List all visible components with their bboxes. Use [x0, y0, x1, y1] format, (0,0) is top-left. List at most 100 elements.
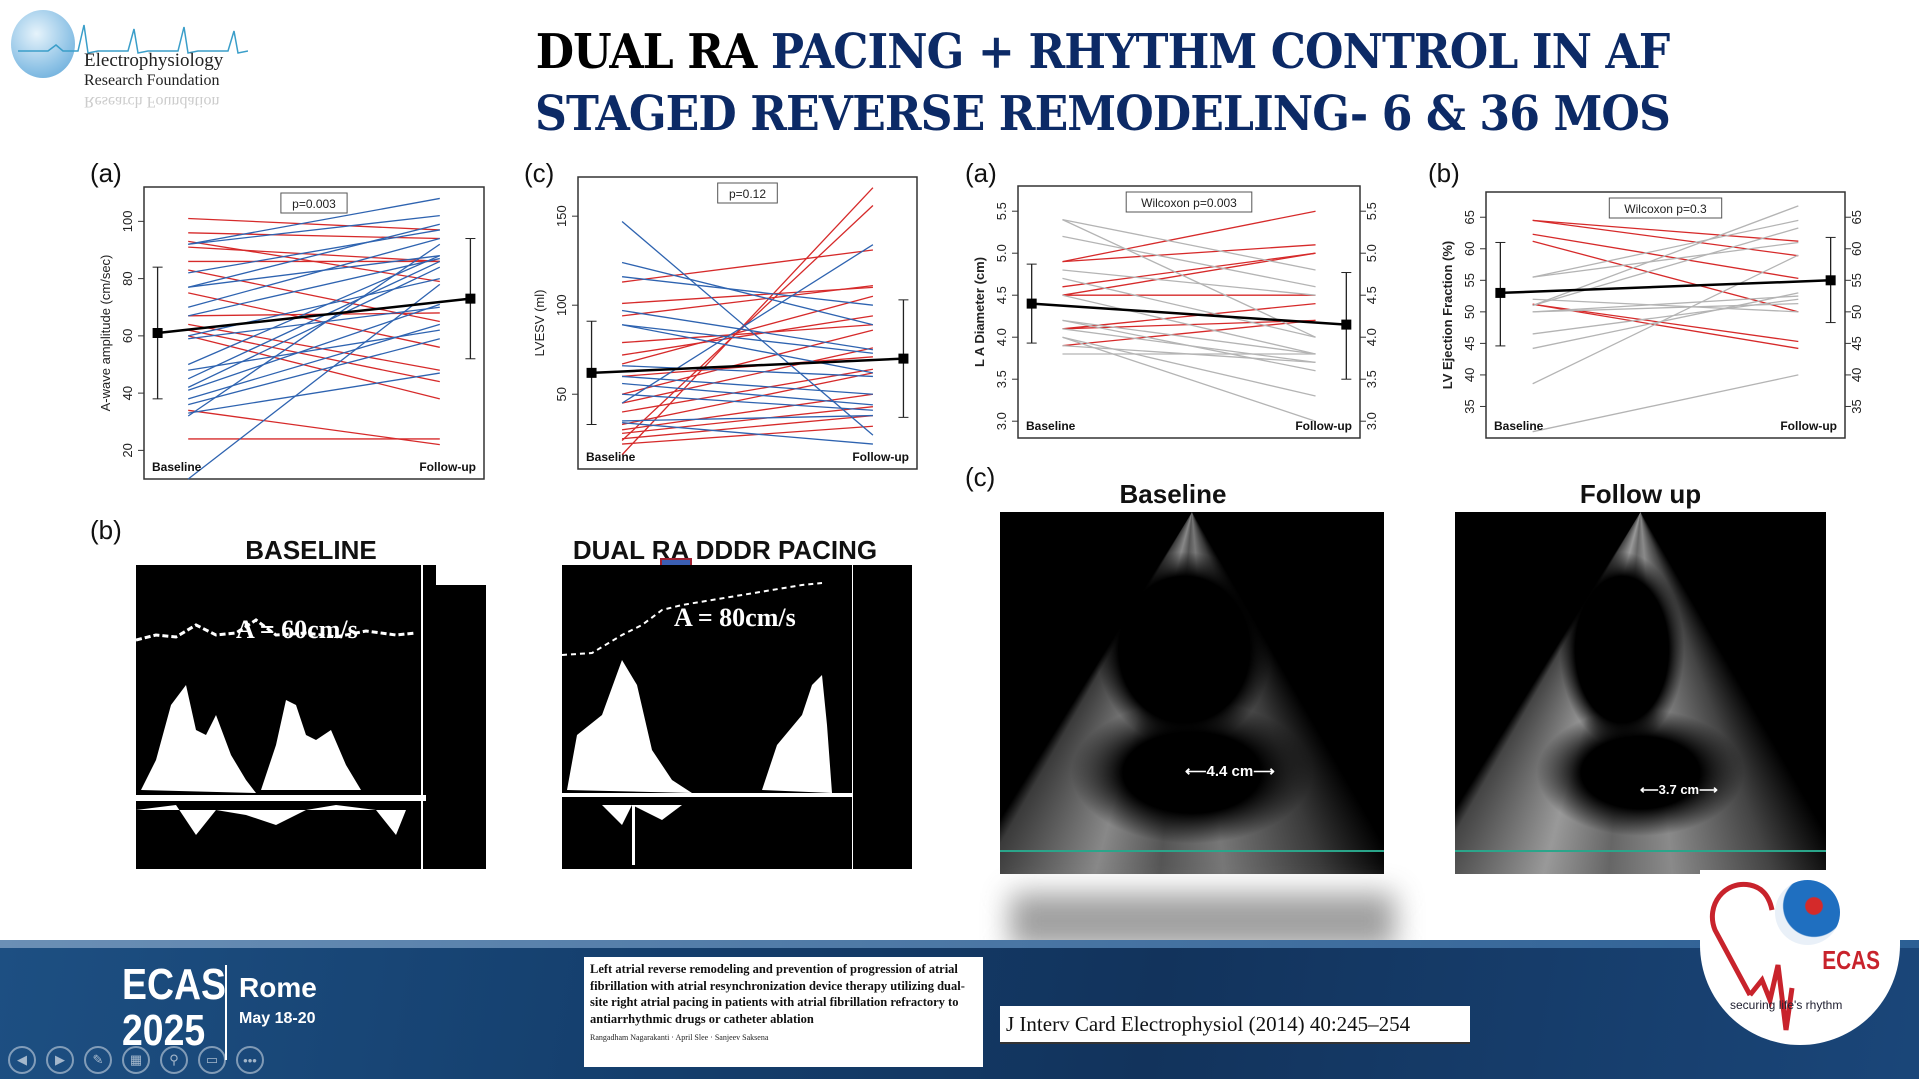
subject-line	[1062, 328, 1316, 364]
plot-frame	[1485, 191, 1846, 439]
echo-followup-title: Follow up	[1579, 479, 1702, 509]
x-label-followup: Follow-up	[1780, 419, 1837, 433]
y-tick-label-right: 55	[1849, 273, 1864, 287]
x-label-baseline: Baseline	[152, 460, 202, 474]
stat-box	[1125, 191, 1253, 213]
subject-line	[1532, 298, 1799, 335]
ecas-tagline: securing life's rhythm	[1730, 998, 1843, 1012]
event-line1: ECAS	[122, 960, 226, 1009]
mean-marker	[1341, 319, 1352, 330]
ecas-logo: ECAS securing life's rhythm	[1700, 870, 1900, 1045]
subject-line	[188, 257, 440, 317]
panel-label: (b)	[1428, 158, 1460, 188]
subject-line	[621, 324, 874, 374]
panel-label: (c)	[965, 462, 996, 492]
echo-baseline-image: ⟵4.4 cm⟶	[1000, 512, 1384, 874]
more-icon[interactable]: •••	[236, 1046, 264, 1074]
y-tick-label-right: 3.5	[1364, 370, 1379, 388]
panel-label: (b)	[90, 515, 122, 545]
globe-icon	[11, 10, 75, 78]
mean-marker	[465, 293, 476, 304]
heart-ecg-icon	[1709, 881, 1795, 1031]
subject-line	[188, 329, 440, 371]
a-wave-chart: 20 40 60 80 100 A-wave amplitude (cm/sec) p=0.…	[98, 186, 485, 480]
y-tick-label: 5.5	[994, 202, 1009, 220]
y-tick-label-right: 4.0	[1364, 328, 1379, 346]
y-tick-label-right: 40	[1849, 368, 1864, 382]
event-name: ECAS 2025	[122, 962, 226, 1054]
subject-line	[1062, 219, 1316, 338]
y-tick-label: 20	[120, 443, 135, 457]
y-axis-label: LV Ejection Fraction (%)	[1440, 241, 1455, 390]
pen-icon[interactable]: ✎	[84, 1046, 112, 1074]
subject-line	[188, 277, 440, 337]
subject-line	[1532, 219, 1799, 278]
subject-line	[1062, 319, 1316, 347]
stat-box	[280, 192, 348, 214]
doppler-pacing-value: A = 80cm/s	[674, 603, 796, 632]
doppler-baseline-title: BASELINE	[245, 535, 377, 565]
title-black: DUAL RA	[535, 24, 771, 80]
subject-line	[188, 255, 440, 288]
subject-line	[621, 315, 874, 356]
subject-line	[621, 187, 874, 456]
ecg-strip	[1000, 850, 1384, 852]
y-tick-label-right: 60	[1849, 242, 1864, 256]
subject-line	[1532, 295, 1799, 313]
y-tick-label: 55	[1462, 273, 1477, 287]
chart-svg: 35 35 40 40 45 45 50 50 55 55 60 60 65 65 LV Ejection …	[1440, 191, 1864, 439]
measure-value: 4.4 cm	[1206, 763, 1254, 780]
camera-off-icon[interactable]: ▭	[198, 1046, 226, 1074]
subject-line	[621, 347, 874, 404]
logo-reflection: Research Foundation	[84, 93, 220, 110]
subject-line	[1062, 244, 1316, 263]
chart-svg: 20 40 60 80 100 A-wave amplitude (cm/sec) p=0.…	[98, 186, 485, 480]
x-label-baseline: Baseline	[1026, 419, 1076, 433]
subject-line	[621, 309, 874, 351]
subject-line	[622, 414, 873, 422]
p-value-label: Wilcoxon p=0.003	[1141, 196, 1237, 210]
lvef-chart: 35 35 40 40 45 45 50 50 55 55 60 60 65 65 LV Ejection …	[1440, 191, 1864, 439]
echo-followup-measure: ⟵3.7 cm⟶	[1640, 782, 1718, 797]
x-label-baseline: Baseline	[1494, 419, 1544, 433]
subject-line	[1532, 298, 1799, 313]
subject-line	[187, 260, 441, 380]
subject-line	[1532, 303, 1799, 350]
next-icon[interactable]: ▶	[46, 1046, 74, 1074]
event-city: Rome	[239, 972, 317, 1003]
subject-line	[188, 246, 440, 263]
subject-line	[621, 261, 874, 326]
subject-line	[1062, 336, 1316, 422]
subject-line	[188, 335, 440, 400]
stat-box	[1608, 197, 1723, 219]
subject-line	[1532, 227, 1799, 307]
subject-line	[621, 372, 874, 426]
subject-line	[1062, 218, 1316, 271]
subject-line	[1532, 292, 1799, 350]
plot-frame	[1017, 185, 1361, 439]
subject-line	[621, 205, 874, 441]
subject-line	[1062, 319, 1316, 355]
subject-line	[1062, 277, 1316, 338]
erf-logo: Electrophysiology Research Foundation Re…	[8, 8, 248, 113]
mean-line	[1031, 302, 1347, 326]
subject-line	[188, 223, 440, 288]
subject-line	[621, 368, 874, 413]
y-tick-label: 45	[1462, 336, 1477, 350]
doppler-pacing-image: A = 80cm/s	[562, 565, 912, 869]
x-label-followup: Follow-up	[1295, 419, 1352, 433]
subject-line	[622, 406, 873, 435]
subject-line	[188, 229, 440, 274]
y-tick-label: 80	[120, 271, 135, 285]
plot-frame	[143, 186, 485, 480]
slide-title-line1: DUAL RA PACING + RHYTHM CONTROL IN AF	[456, 24, 1749, 80]
zoom-icon[interactable]: ⚲	[160, 1046, 188, 1074]
subject-line	[187, 255, 441, 366]
y-tick-label-right: 5.5	[1364, 202, 1379, 220]
slides-icon[interactable]: ▦	[122, 1046, 150, 1074]
subject-line	[622, 365, 873, 378]
x-label-followup: Follow-up	[852, 450, 909, 464]
previous-icon[interactable]: ◀	[8, 1046, 36, 1074]
subject-line	[188, 217, 440, 231]
p-value-label: p=0.003	[292, 197, 336, 211]
